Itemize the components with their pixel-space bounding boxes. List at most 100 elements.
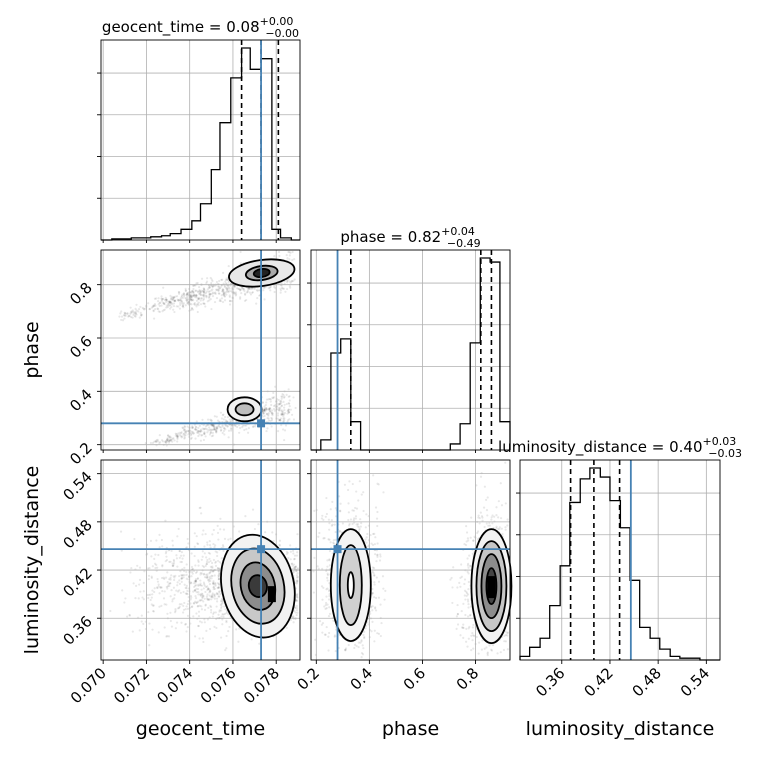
sample-point — [212, 580, 215, 583]
sample-point — [225, 287, 228, 291]
sample-point — [186, 592, 189, 596]
sample-point — [194, 294, 198, 298]
sample-point — [195, 612, 198, 615]
sample-point — [153, 562, 157, 565]
sample-point — [488, 524, 492, 527]
sample-point — [163, 308, 166, 311]
title-equals: = — [647, 438, 669, 456]
sample-point — [164, 440, 167, 443]
sample-point — [498, 528, 501, 531]
sample-point — [180, 551, 184, 554]
sample-point — [209, 276, 212, 280]
sample-point — [221, 623, 224, 626]
sample-point — [173, 593, 176, 597]
sample-point — [280, 282, 283, 285]
sample-point — [283, 406, 286, 409]
sample-point — [200, 289, 203, 292]
sample-point — [174, 434, 177, 437]
sample-point — [204, 294, 207, 297]
sample-point — [174, 300, 177, 303]
sample-point — [210, 611, 213, 614]
sample-point — [199, 299, 202, 302]
sample-point — [359, 641, 362, 644]
sample-point — [141, 306, 144, 310]
sample-point — [465, 524, 468, 528]
sample-point — [264, 403, 267, 407]
sample-point — [291, 564, 294, 567]
sample-point — [222, 291, 225, 294]
sample-point — [129, 306, 132, 309]
sample-point — [208, 284, 211, 287]
sample-point — [466, 564, 469, 567]
sample-point — [201, 427, 205, 430]
sample-point — [244, 424, 248, 427]
sample-point — [238, 431, 241, 434]
sample-point — [109, 609, 112, 613]
sample-point — [219, 603, 222, 607]
sample-point — [149, 441, 153, 445]
sample-point — [217, 574, 220, 577]
sample-point — [150, 306, 153, 309]
sample-point — [249, 287, 252, 290]
sample-point — [207, 423, 210, 427]
sample-point — [195, 294, 198, 297]
sample-point — [221, 300, 225, 304]
sample-point — [170, 574, 173, 577]
sample-point — [171, 562, 174, 565]
histogram-geocent_time — [101, 47, 300, 241]
sample-point — [209, 431, 213, 434]
sample-point — [328, 594, 331, 598]
sample-point — [320, 623, 323, 626]
sample-point — [322, 586, 325, 589]
sample-point — [278, 543, 281, 546]
sample-point — [199, 430, 202, 433]
sample-point — [292, 621, 295, 624]
sample-point — [213, 415, 216, 418]
sample-point — [123, 312, 127, 315]
sample-point — [158, 304, 161, 308]
sample-point — [295, 595, 299, 599]
sample-point — [147, 610, 150, 614]
sample-point — [465, 590, 468, 593]
sample-point — [217, 538, 220, 541]
sample-point — [478, 522, 481, 525]
sample-point — [280, 413, 284, 417]
sample-point — [261, 412, 264, 415]
sample-point — [225, 424, 228, 427]
sample-point — [170, 296, 173, 299]
sample-point — [200, 293, 203, 297]
sample-point — [365, 536, 368, 539]
sample-point — [271, 531, 274, 534]
sample-point — [312, 570, 315, 573]
sample-point — [169, 576, 172, 579]
sample-point — [497, 516, 500, 519]
sample-point — [186, 589, 189, 592]
sample-point — [504, 630, 507, 633]
sample-point — [198, 430, 202, 433]
sample-point — [372, 532, 375, 536]
sample-point — [462, 626, 465, 630]
sample-point — [195, 591, 198, 594]
sample-point — [208, 295, 211, 298]
sample-point — [205, 629, 208, 632]
sample-point — [481, 516, 484, 519]
sample-point — [323, 633, 327, 636]
sample-point — [191, 294, 194, 297]
sample-point — [500, 504, 504, 507]
sample-point — [463, 543, 466, 546]
sample-point — [183, 574, 186, 577]
sample-point — [199, 584, 202, 587]
sample-point — [199, 579, 202, 582]
sample-point — [239, 297, 242, 300]
sample-point — [265, 401, 268, 404]
sample-point — [216, 559, 220, 563]
sample-point — [199, 593, 202, 596]
sample-point — [168, 435, 171, 438]
sample-point — [237, 640, 240, 643]
sample-point — [273, 254, 276, 258]
sample-point — [289, 408, 292, 411]
sample-point — [292, 563, 296, 566]
sample-point — [185, 630, 188, 633]
sample-point — [467, 580, 470, 584]
sample-point — [332, 541, 335, 544]
